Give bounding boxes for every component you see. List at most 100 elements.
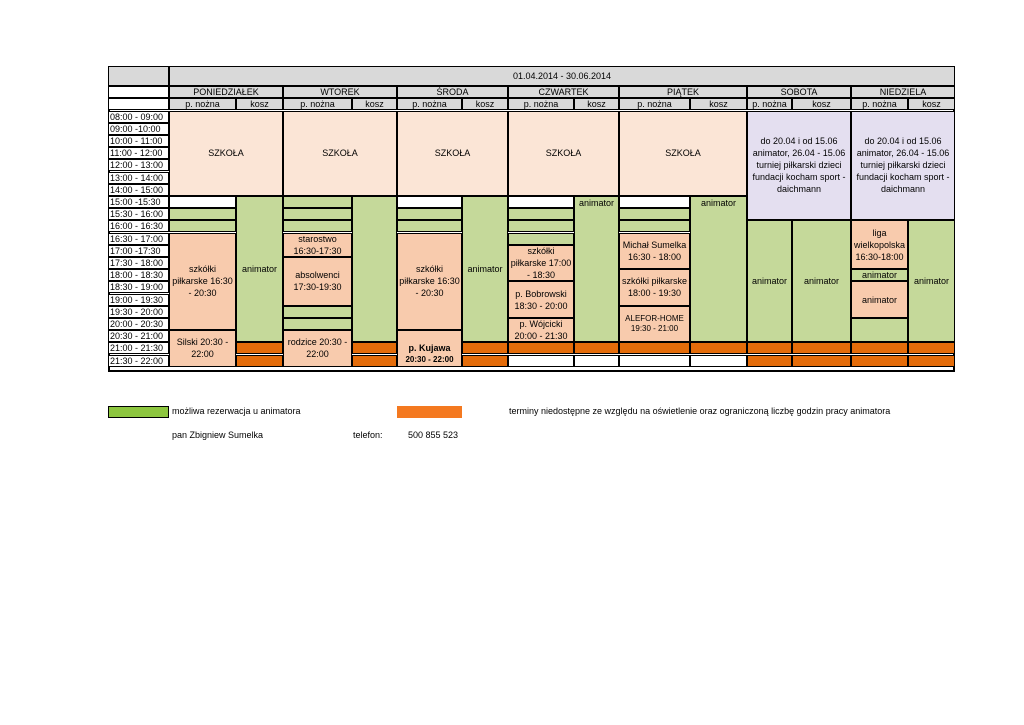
contact-name: pan Zbigniew Sumelka (172, 430, 264, 440)
slot-unavailable (851, 354, 908, 367)
slot-available (283, 208, 352, 221)
date-range: 01.04.2014 - 30.06.2014 (169, 66, 955, 86)
time-label: 18:30 - 19:00 (108, 281, 169, 294)
legend-orange-label: terminy niedostępne ze względu na oświet… (509, 406, 891, 416)
animator-thu-kosz: animator (574, 195, 619, 343)
school-block-mon: SZKOŁA (169, 110, 283, 196)
sub-header-nozna-wed: p. nożna (397, 98, 462, 110)
sub-header-nozna-sun: p. nożna (851, 98, 908, 110)
slot-empty (619, 195, 690, 209)
slot-unavailable (508, 342, 574, 355)
legend-green-swatch (108, 406, 169, 418)
weekend-note-sun: do 20.04 i od 15.06 animator, 26.04 - 15… (851, 110, 955, 221)
sub-header-nozna-tue: p. nożna (283, 98, 352, 110)
time-label: 15:00 -15:30 (108, 195, 169, 209)
header-blank-2 (108, 98, 169, 110)
time-label: 13:00 - 14:00 (108, 171, 169, 184)
slot-unavailable (792, 354, 851, 367)
booking-szkolki-wed: szkółki piłkarske 16:30 - 20:30 (397, 232, 462, 331)
slot-available (508, 220, 574, 233)
booking-alefor-time: 19:30 - 21:00 (630, 323, 679, 333)
weekend-note-sat: do 20.04 i od 15.06 animator, 26.04 - 15… (747, 110, 851, 221)
day-header-fri: PIĄTEK (619, 86, 747, 98)
slot-empty (169, 195, 236, 209)
legend-orange-swatch (397, 406, 462, 418)
day-header-tue: WTOREK (283, 86, 397, 98)
slot-unavailable (462, 354, 508, 367)
booking-bobrowski: p. Bobrowski 18:30 - 20:00 (508, 281, 574, 318)
slot-unavailable (574, 342, 619, 355)
slot-unavailable (236, 342, 283, 355)
slot-unavailable (747, 354, 792, 367)
slot-available (397, 220, 462, 233)
booking-alefor-name: ALEFOR-HOME (625, 313, 684, 323)
slot-unavailable (908, 342, 955, 355)
sub-header-nozna-sat: p. nożna (747, 98, 792, 110)
slot-unavailable (352, 342, 397, 355)
slot-empty (690, 354, 747, 367)
sub-header-kosz-fri: kosz (690, 98, 747, 110)
animator-sat-nozna: animator (747, 220, 792, 343)
slot-empty (619, 354, 690, 367)
slot-empty (397, 195, 462, 209)
legend-green-label: możliwa rezerwacja u animatora (172, 406, 301, 416)
sub-header-kosz-thu: kosz (574, 98, 619, 110)
time-label: 21:00 - 21:30 (108, 342, 169, 355)
time-label: 15:30 - 16:00 (108, 208, 169, 221)
animator-sun-booked: animator (851, 281, 908, 318)
day-header-mon: PONIEDZIAŁEK (169, 86, 283, 98)
slot-unavailable (747, 342, 792, 355)
day-header-wed: ŚRODA (397, 86, 508, 98)
slot-unavailable (619, 342, 690, 355)
booking-sumelka: Michał Sumelka 16:30 - 18:00 (619, 232, 690, 270)
slot-unavailable (908, 354, 955, 367)
time-label: 12:00 - 13:00 (108, 159, 169, 172)
header-blank (108, 86, 169, 98)
time-label: 20:00 - 20:30 (108, 317, 169, 331)
sub-header-kosz-sun: kosz (908, 98, 955, 110)
header-corner (108, 66, 169, 86)
sub-header-nozna-fri: p. nożna (619, 98, 690, 110)
sub-header-kosz-sat: kosz (792, 98, 851, 110)
slot-available (283, 305, 352, 318)
sub-header-nozna-mon: p. nożna (169, 98, 236, 110)
time-label: 17:30 - 18:00 (108, 256, 169, 270)
slot-available (508, 208, 574, 221)
time-label: 09:00 -10:00 (108, 122, 169, 135)
slot-unavailable (236, 354, 283, 367)
slot-unavailable (851, 342, 908, 355)
time-label: 21:30 - 22:00 (108, 354, 169, 367)
slot-available (169, 220, 236, 233)
booking-silski: Silski 20:30 - 22:00 (169, 330, 236, 367)
school-block-tue: SZKOŁA (283, 110, 397, 196)
sub-header-kosz-tue: kosz (352, 98, 397, 110)
school-block-wed: SZKOŁA (397, 110, 508, 196)
day-header-sun: NIEDZIELA (851, 86, 955, 98)
sub-header-kosz-mon: kosz (236, 98, 283, 110)
time-label: 10:00 - 11:00 (108, 134, 169, 148)
booking-absolwenci: absolwenci 17:30-19:30 (283, 256, 352, 306)
slot-available (619, 220, 690, 233)
booking-kujawa-time: 20:30 - 22:00 (405, 354, 454, 364)
school-block-thu: SZKOŁA (508, 110, 619, 196)
slot-available (851, 317, 908, 343)
slot-available (283, 317, 352, 331)
booking-szkolki-fri: szkółki piłkarske 18:00 - 19:30 (619, 269, 690, 306)
booking-starostwo: starostwo 16:30-17:30 (283, 232, 352, 257)
sub-header-nozna-thu: p. nożna (508, 98, 574, 110)
slot-available (397, 208, 462, 221)
time-label: 18:00 - 18:30 (108, 269, 169, 282)
slot-empty (574, 354, 619, 367)
booking-rodzice: rodzice 20:30 - 22:00 (283, 330, 352, 367)
time-label: 16:00 - 16:30 (108, 220, 169, 233)
time-label: 11:00 - 12:00 (108, 147, 169, 160)
day-header-thu: CZWARTEK (508, 86, 619, 98)
time-label: 16:30 - 17:00 (108, 232, 169, 245)
booking-liga: liga wielkopolska 16:30-18:00 (851, 220, 908, 270)
animator-fri-kosz: animator (690, 195, 747, 343)
slot-available (283, 220, 352, 233)
slot-available (508, 232, 574, 245)
phone-number: 500 855 523 (408, 430, 459, 440)
sub-header-kosz-wed: kosz (462, 98, 508, 110)
